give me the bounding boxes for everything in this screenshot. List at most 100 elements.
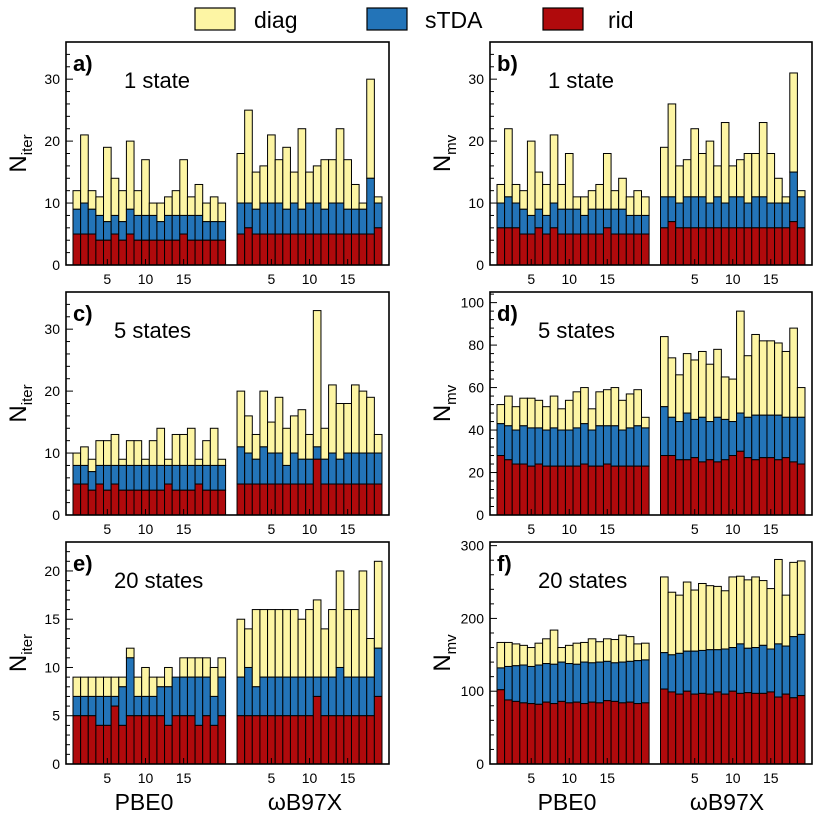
bar-diag: [618, 177, 627, 210]
bar-diag: [789, 561, 798, 638]
bar-rid: [751, 459, 760, 516]
panel-title: 5 states: [538, 318, 615, 343]
bar-diag: [358, 390, 368, 454]
panel-letter: a): [73, 51, 93, 76]
bar-rid: [171, 715, 181, 765]
bar-rid: [526, 465, 536, 516]
bar-diag: [682, 581, 692, 652]
bar-diag: [186, 196, 196, 216]
bar-stda: [758, 644, 768, 694]
bar-diag: [698, 350, 707, 418]
x-tick-label: 5: [691, 271, 699, 287]
bar-stda: [282, 676, 291, 717]
bar-diag: [110, 676, 120, 697]
bar-rid: [633, 233, 642, 266]
x-tick-label: 15: [340, 271, 356, 287]
bar-stda: [511, 202, 521, 229]
bar-stda: [312, 202, 322, 235]
bar-stda: [259, 676, 269, 717]
bar-rid: [282, 483, 291, 516]
bar-diag: [305, 433, 314, 460]
panel-b: 5 10 15 5 10 15 0 10 20 30 Nmv b) 1 state: [429, 41, 813, 287]
bar-diag: [335, 403, 345, 460]
panel-letter: e): [73, 551, 93, 576]
bar-stda: [519, 208, 528, 235]
bar-rid: [312, 458, 322, 516]
bar-stda: [758, 414, 768, 459]
bar-diag: [667, 357, 677, 418]
bar-diag: [534, 171, 544, 210]
bar-diag: [511, 643, 521, 667]
bar-rid: [358, 483, 368, 516]
bar-rid: [625, 701, 635, 765]
bar-rid: [682, 227, 692, 266]
bar-rid: [259, 715, 269, 765]
bar-rid: [373, 227, 383, 266]
bar-diag: [366, 638, 375, 678]
bar-stda: [156, 464, 166, 491]
bar-rid: [335, 233, 345, 266]
bar-diag: [774, 558, 783, 645]
bar-diag: [758, 340, 768, 416]
bar-rid: [209, 724, 219, 765]
bar-diag: [743, 153, 753, 204]
bar-rid: [519, 233, 528, 266]
bar-stda: [305, 458, 314, 485]
y-tick-label: 10: [468, 195, 484, 211]
y-tick-label: 30: [44, 71, 60, 87]
bar-stda: [343, 208, 352, 235]
plot-frame: [65, 541, 390, 765]
bar-stda: [557, 208, 566, 235]
bar-rid: [125, 233, 135, 266]
bar-diag: [572, 391, 582, 429]
bar-stda: [572, 663, 582, 703]
bar-rid: [156, 239, 166, 266]
bar-diag: [297, 618, 307, 678]
bar-stda: [179, 214, 188, 235]
bar-stda: [580, 661, 589, 705]
bar-rid: [282, 233, 291, 266]
y-axis-label-subscript: iter: [19, 384, 36, 405]
bar-diag: [758, 580, 768, 646]
bar-stda: [118, 686, 127, 726]
y-tick-label: 10: [44, 659, 60, 675]
y-tick-label: 15: [44, 611, 60, 627]
bar-rid: [118, 239, 127, 266]
bar-stda: [164, 464, 173, 485]
y-axis-label: Niter: [5, 134, 36, 172]
bar-stda: [194, 676, 204, 726]
bar-rid: [713, 461, 722, 516]
bar-diag: [328, 384, 337, 454]
bar-stda: [511, 429, 521, 465]
x-tick-label: 10: [302, 770, 318, 786]
bar-diag: [580, 641, 589, 663]
bar-stda: [542, 429, 551, 467]
bar-stda: [534, 208, 544, 229]
bar-stda: [549, 202, 559, 229]
bar-stda: [267, 452, 276, 485]
y-tick-label: 10: [44, 195, 60, 211]
bar-diag: [179, 433, 188, 466]
bar-stda: [504, 665, 513, 701]
bar-stda: [87, 471, 97, 491]
y-axis-label-subscript: mv: [443, 634, 460, 654]
bar-stda: [289, 202, 299, 235]
bar-rid: [194, 724, 204, 765]
bar-rid: [675, 693, 684, 765]
y-tick-label: 20: [44, 563, 60, 579]
bar-diag: [698, 582, 707, 651]
bar-diag: [496, 404, 506, 425]
x-tick-label: 10: [302, 271, 318, 287]
bar-stda: [667, 416, 677, 457]
bar-stda: [504, 196, 513, 229]
bar-rid: [164, 239, 173, 266]
x-tick-label: 10: [302, 521, 318, 537]
bar-rid: [633, 703, 642, 765]
bar-stda: [202, 464, 211, 491]
bar-rid: [698, 227, 707, 266]
bar-diag: [640, 642, 650, 661]
bar-stda: [72, 208, 82, 235]
bar-stda: [236, 676, 246, 717]
x-tick-label: 10: [725, 271, 741, 287]
y-tick-label: 0: [52, 756, 60, 772]
